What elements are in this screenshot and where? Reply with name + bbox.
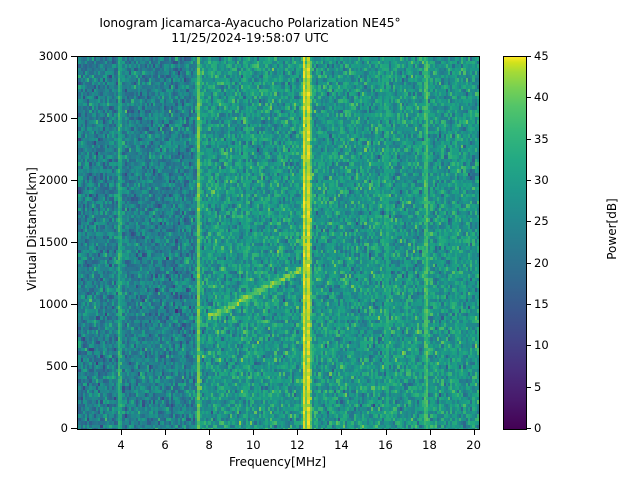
colorbar [503, 56, 527, 430]
title-line-1: Ionogram Jicamarca-Ayacucho Polarization… [99, 16, 401, 30]
x-axis-label: Frequency[MHz] [228, 455, 327, 469]
colorbar-tick-label: 45 [534, 49, 549, 63]
x-tick-mark [209, 429, 211, 435]
y-tick-label: 0 [60, 421, 68, 435]
colorbar-tick-mark [526, 428, 531, 429]
y-axis-label: Virtual Distance[km] [25, 167, 39, 291]
y-tick-label: 1500 [38, 235, 68, 249]
x-tick-label: 4 [117, 438, 125, 452]
x-tick-mark [297, 429, 299, 435]
y-tick-mark [71, 366, 77, 367]
y-tick-mark [71, 56, 77, 57]
y-tick-mark [71, 242, 77, 243]
colorbar-tick-mark [526, 345, 531, 347]
colorbar-tick-mark [526, 262, 531, 264]
colorbar-tick-mark [526, 97, 531, 99]
colorbar-tick-mark [526, 221, 531, 223]
colorbar-tick-label: 10 [534, 338, 549, 353]
colorbar-tick-label: 25 [534, 214, 549, 229]
colorbar-tick-mark [526, 138, 531, 140]
colorbar-tick-mark [526, 56, 531, 57]
colorbar-label: Power[dB] [605, 198, 619, 260]
y-tick-label: 1000 [38, 297, 68, 311]
colorbar-tick-mark [526, 386, 531, 388]
y-tick-label: 500 [46, 359, 68, 373]
y-tick-label: 2500 [38, 111, 68, 125]
colorbar-tick-label: 15 [534, 297, 549, 311]
x-tick-mark [341, 429, 343, 435]
colorbar-tick-label: 40 [534, 90, 549, 105]
x-tick-mark [385, 429, 387, 435]
y-tick-mark [71, 118, 77, 119]
colorbar-tick-label: 5 [534, 379, 542, 394]
x-tick-mark [473, 429, 475, 435]
y-tick-mark [71, 180, 77, 181]
page-title: Ionogram Jicamarca-Ayacucho Polarization… [0, 16, 500, 46]
y-tick-label: 2000 [38, 173, 68, 187]
x-tick-label: 12 [289, 438, 305, 452]
y-tick-mark [71, 304, 77, 305]
x-tick-mark [253, 429, 255, 435]
y-tick-mark [71, 428, 77, 429]
title-line-2: 11/25/2024-19:58:07 UTC [171, 31, 329, 45]
colorbar-tick-mark [526, 304, 531, 305]
colorbar-tick-label: 35 [534, 131, 549, 146]
x-tick-label: 8 [205, 438, 213, 452]
x-tick-label: 14 [334, 438, 349, 452]
ionogram-heatmap-canvas [78, 57, 479, 429]
x-tick-mark [165, 429, 167, 435]
x-tick-mark [429, 429, 431, 435]
colorbar-tick-label: 0 [534, 421, 542, 435]
x-tick-label: 16 [378, 438, 393, 452]
colorbar-tick-label: 30 [534, 173, 549, 187]
x-tick-label: 20 [466, 438, 481, 452]
x-tick-label: 10 [245, 438, 261, 452]
y-tick-label: 3000 [38, 49, 68, 63]
colorbar-tick-mark [526, 180, 531, 181]
colorbar-tick-label: 20 [534, 255, 549, 270]
x-tick-label: 6 [161, 438, 169, 452]
ionogram-plot-area [77, 56, 480, 430]
x-tick-label: 18 [422, 438, 437, 452]
x-tick-mark [121, 429, 123, 435]
